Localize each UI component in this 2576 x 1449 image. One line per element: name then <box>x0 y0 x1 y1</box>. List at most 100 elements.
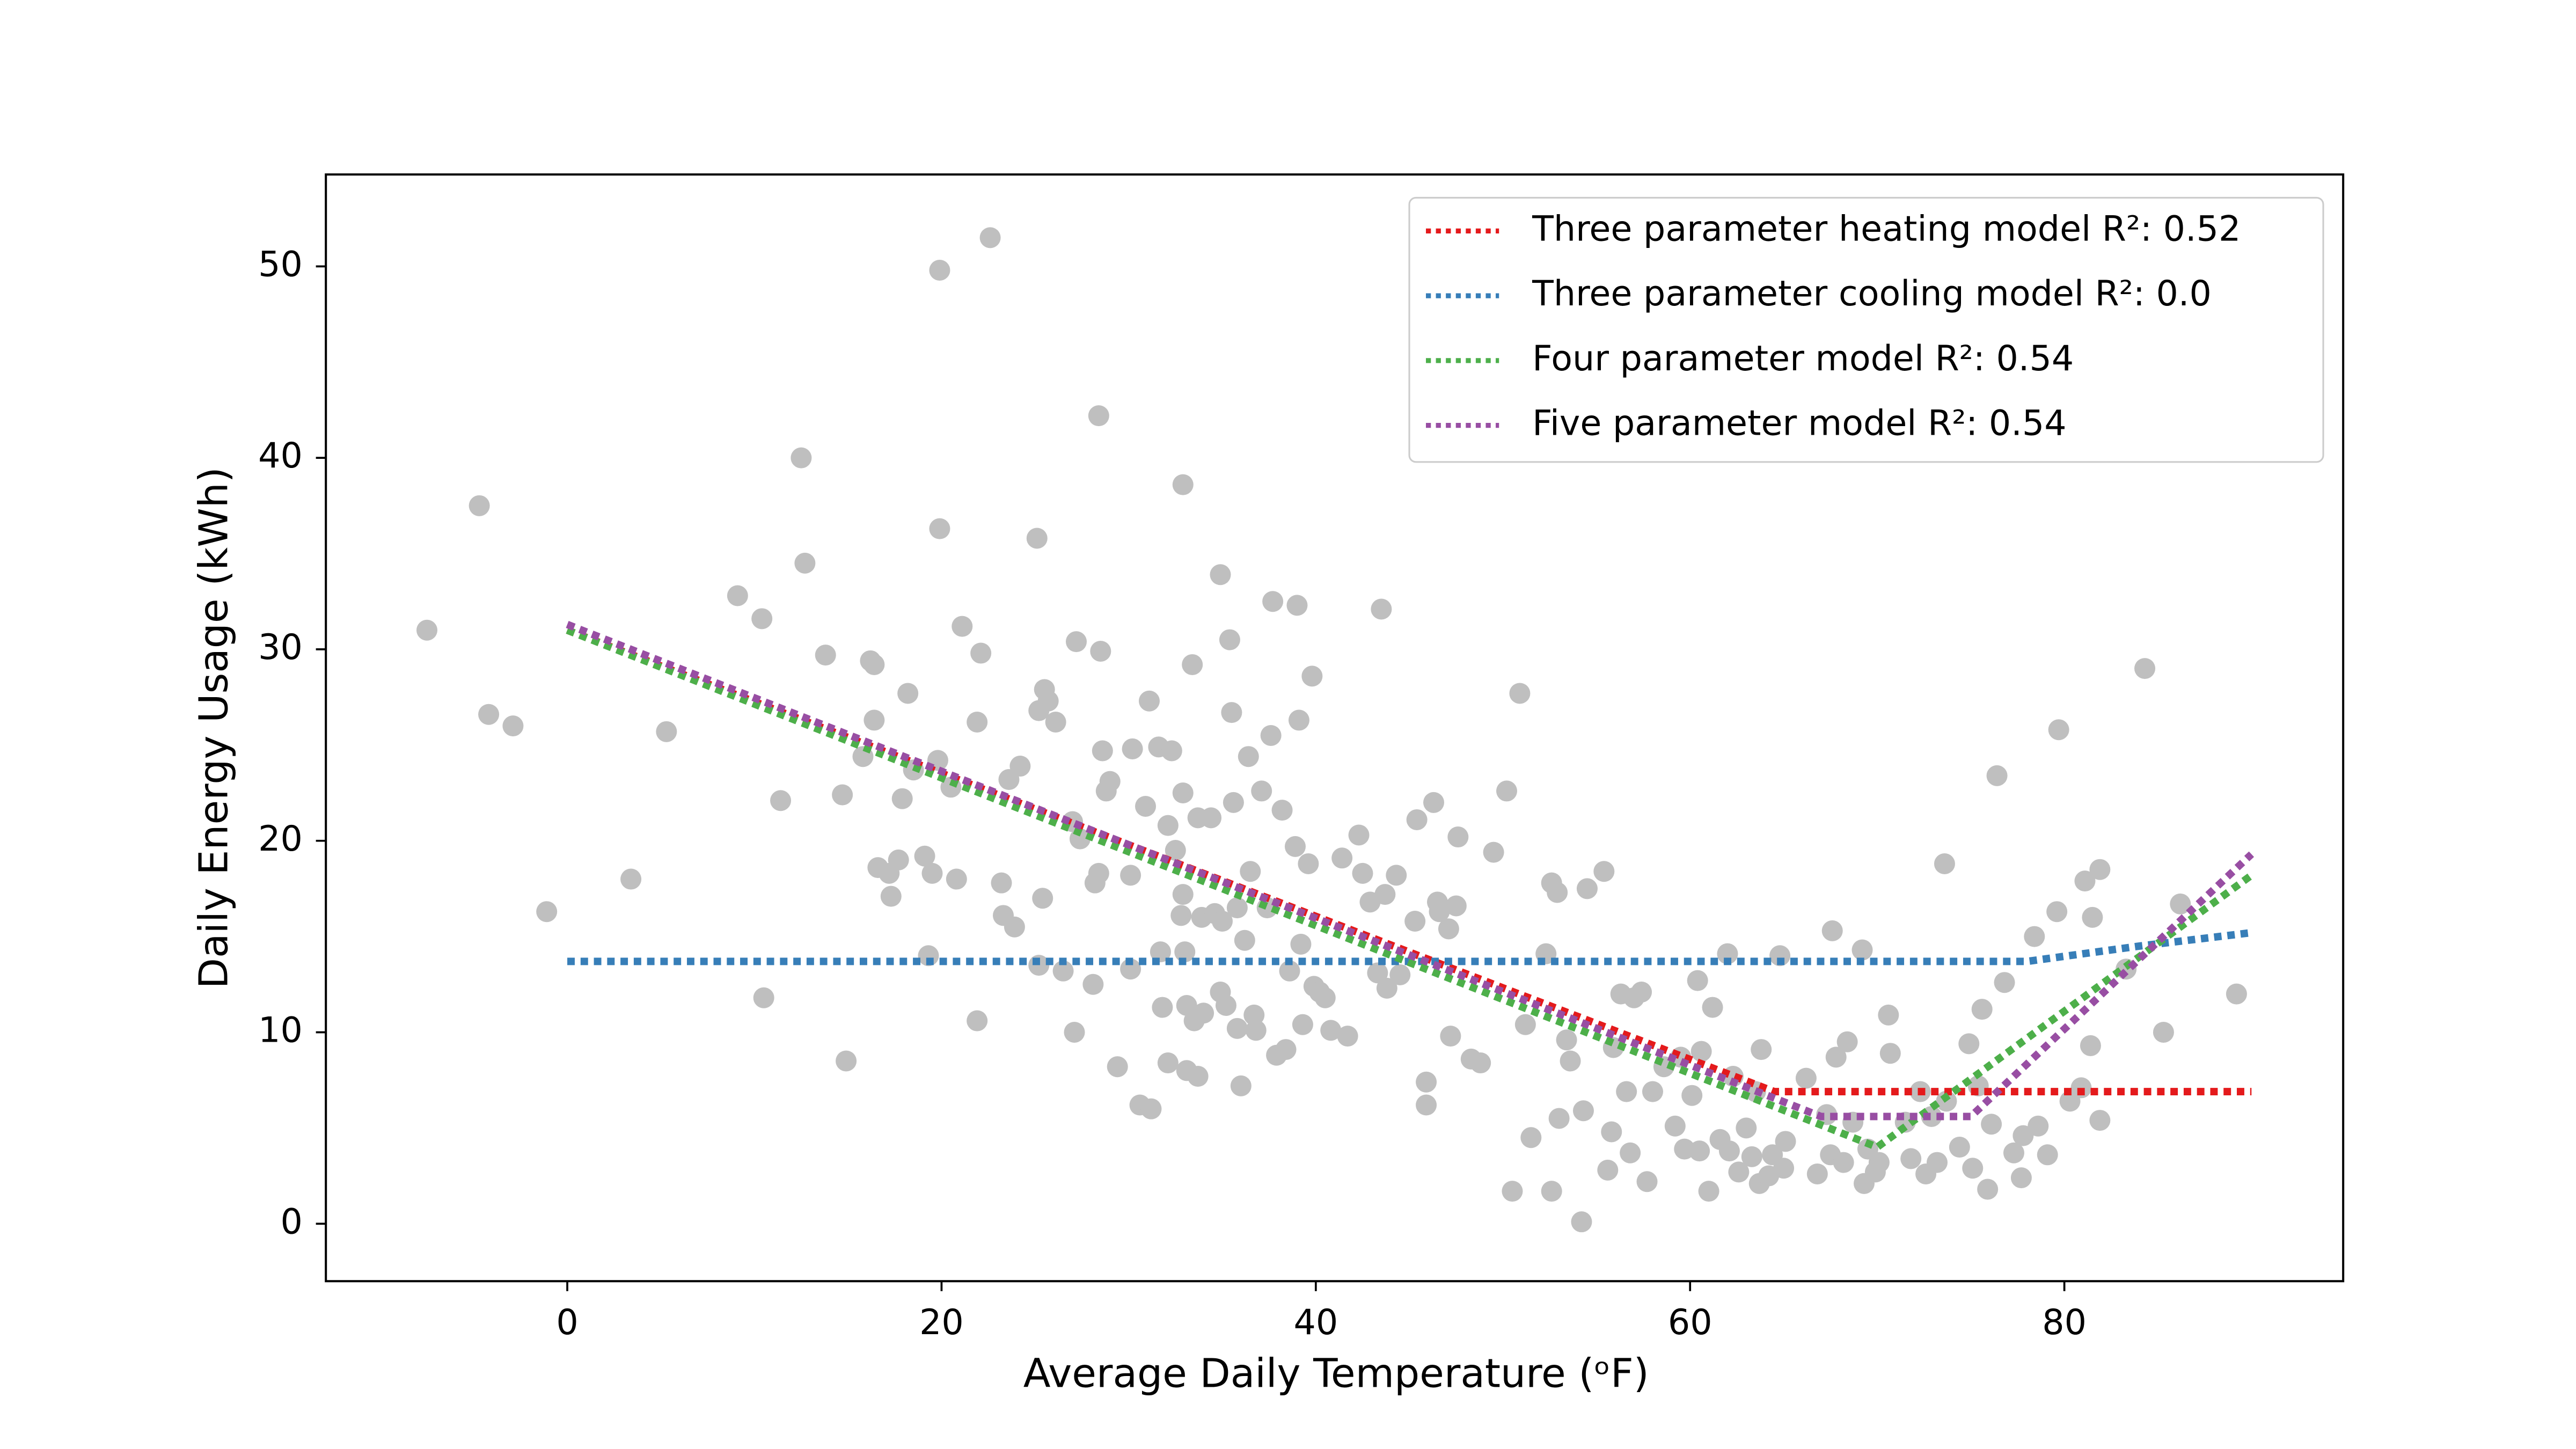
scatter-point <box>1825 1046 1847 1068</box>
scatter-point <box>2153 1021 2174 1043</box>
y-tick-label: 40 <box>258 436 303 476</box>
scatter-point <box>1201 807 1222 829</box>
scatter-point <box>1337 1026 1358 1047</box>
scatter-point <box>1172 474 1194 495</box>
scatter-point <box>2170 893 2191 914</box>
scatter-point <box>2024 926 2045 947</box>
scatter-point <box>536 901 558 923</box>
scatter-point <box>967 1010 988 1031</box>
scatter-point <box>1702 997 1723 1018</box>
legend-label: Three parameter heating model R²: 0.52 <box>1532 209 2241 249</box>
scatter-point <box>1389 964 1411 985</box>
scatter-point <box>1245 1020 1267 1041</box>
scatter-point <box>753 987 774 1008</box>
scatter-point <box>1423 792 1445 813</box>
scatter-point <box>1548 1108 1570 1129</box>
scatter-point <box>929 259 950 281</box>
scatter-point <box>1601 1121 1622 1143</box>
scatter-point <box>469 495 490 516</box>
scatter-point <box>1157 815 1179 836</box>
scatter-point <box>2048 719 2069 741</box>
scatter-point <box>1161 740 1182 762</box>
scatter-point <box>1262 591 1284 612</box>
scatter-point <box>1851 939 1873 961</box>
scatter-point <box>1221 702 1242 723</box>
scatter-point <box>1879 1043 1901 1064</box>
scatter-point <box>1210 564 1231 586</box>
scatter-point <box>1371 598 1392 620</box>
scatter-point <box>1616 1081 1637 1102</box>
scatter-point <box>1065 631 1087 653</box>
scatter-point <box>1064 1021 1085 1043</box>
scatter-point <box>2028 1115 2049 1137</box>
scatter-point <box>1288 709 1309 731</box>
scatter-point <box>1052 960 1074 982</box>
scatter-point <box>1107 1056 1128 1078</box>
y-tick-label: 10 <box>258 1011 303 1051</box>
scatter-point <box>1631 982 1652 1003</box>
y-axis-label: Daily Energy Usage (kWh) <box>190 467 237 989</box>
scatter-point <box>478 704 500 725</box>
scatter-point <box>1301 665 1323 687</box>
scatter-point <box>794 552 816 574</box>
scatter-point <box>2046 901 2068 923</box>
scatter-point <box>1547 882 1568 903</box>
scatter-point <box>2070 1077 2092 1099</box>
scatter-point <box>815 645 836 666</box>
scatter-point <box>1172 884 1194 905</box>
legend-label: Three parameter cooling model R²: 0.0 <box>1532 274 2212 314</box>
scatter-point <box>1284 836 1306 857</box>
scatter-point <box>1240 861 1261 882</box>
legend: Three parameter heating model R²: 0.52 Th… <box>1408 196 2324 463</box>
scatter-point <box>1718 1140 1740 1162</box>
scatter-point <box>1374 884 1396 905</box>
model-line <box>566 621 2255 1121</box>
scatter-point <box>1386 865 1407 886</box>
y-tick-label: 20 <box>258 819 303 859</box>
scatter-point <box>1226 1018 1248 1039</box>
scatter-point <box>1541 1181 1562 1202</box>
scatter-point <box>1157 1052 1179 1074</box>
scatter-point <box>863 709 885 731</box>
x-tick-label: 60 <box>1668 1302 1713 1343</box>
scatter-point <box>2082 906 2103 928</box>
scatter-point <box>1193 1002 1214 1024</box>
scatter-point <box>836 1050 857 1072</box>
scatter-point <box>1496 780 1518 802</box>
x-tick-label: 0 <box>556 1302 578 1343</box>
scatter-point <box>1445 895 1467 917</box>
scatter-point <box>1135 795 1157 817</box>
scatter-point <box>1172 782 1194 804</box>
scatter-point <box>1520 1127 1542 1148</box>
scatter-point <box>1751 1039 1772 1060</box>
scatter-point <box>1773 1158 1795 1179</box>
scatter-point <box>1429 901 1450 923</box>
scatter-point <box>1560 1050 1581 1072</box>
scatter-point <box>1088 862 1109 884</box>
scatter-point <box>1994 972 2015 993</box>
scatter-point <box>1833 1152 1854 1173</box>
legend-frame <box>1408 196 2324 463</box>
scatter-point <box>946 868 967 890</box>
scatter-point <box>1806 1163 1828 1184</box>
scatter-point <box>863 654 885 675</box>
scatter-point <box>1182 654 1203 675</box>
scatter-point <box>1795 1067 1817 1089</box>
scatter-point <box>1572 1100 1594 1122</box>
scatter-point <box>1514 1014 1536 1035</box>
scatter-point <box>1416 1071 1437 1093</box>
scatter-point <box>1092 740 1113 762</box>
scatter-point <box>751 608 773 630</box>
scatter-point <box>1440 1026 1461 1047</box>
scatter-point <box>1165 840 1186 861</box>
scatter-point <box>1971 999 1993 1020</box>
scatter-point <box>1140 1098 1162 1119</box>
scatter-point <box>1215 995 1236 1016</box>
scatter-point <box>1150 941 1171 963</box>
scatter-point <box>979 227 1001 248</box>
scatter-point <box>1251 780 1272 802</box>
scatter-point <box>2003 1142 2024 1163</box>
scatter-point <box>1286 595 1308 616</box>
scatter-point <box>1271 800 1293 821</box>
